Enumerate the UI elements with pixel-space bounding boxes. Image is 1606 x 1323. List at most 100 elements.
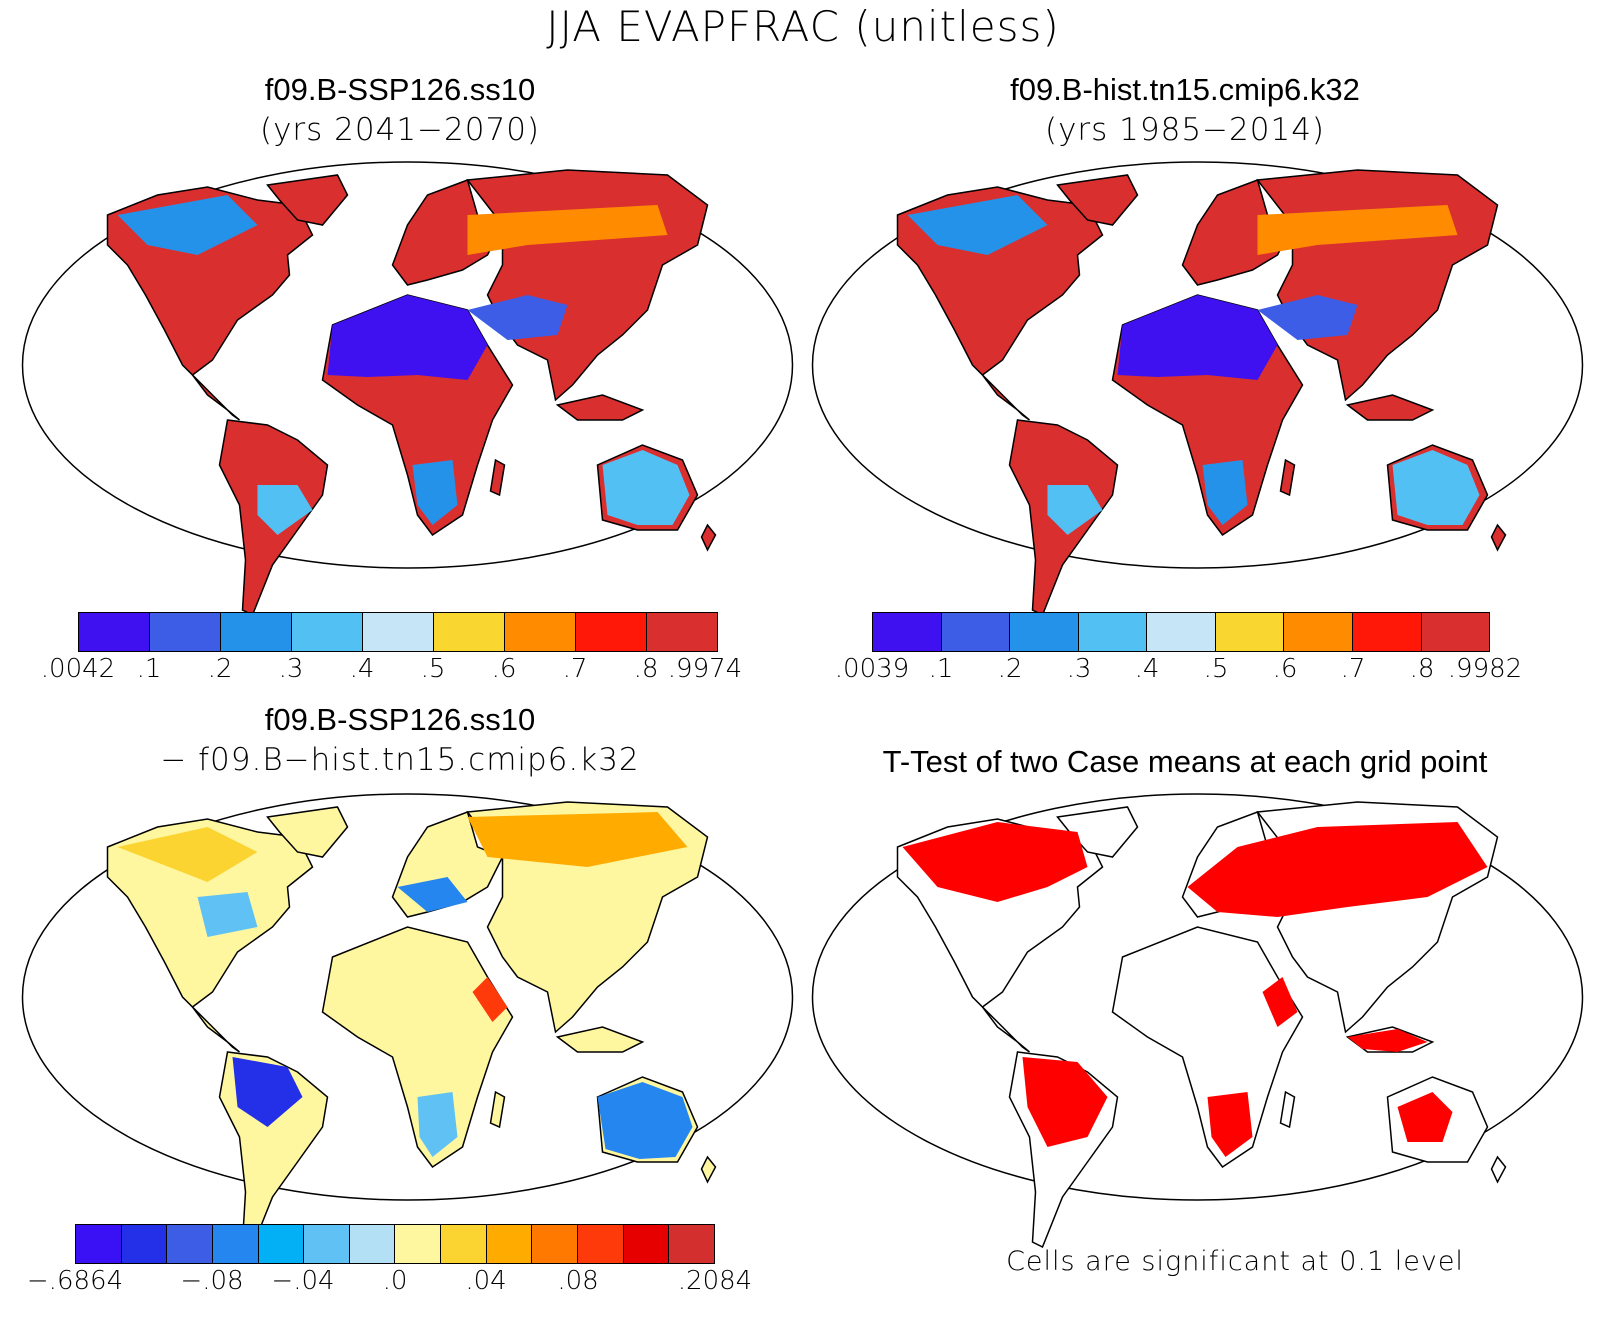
sig-east-africa xyxy=(1262,977,1298,1027)
australia-region xyxy=(1392,450,1480,525)
middle-east-low-region xyxy=(467,295,568,340)
colorbar-tick: .7 xyxy=(1340,654,1366,684)
colorbar-tick: −.04 xyxy=(271,1266,335,1296)
colorbar-cell xyxy=(121,1225,168,1263)
colorbar-cell xyxy=(532,1225,579,1263)
colorbar-tick: .9982 xyxy=(1447,654,1523,684)
colorbar-cell xyxy=(578,1225,624,1263)
colorbar-tick: .0039 xyxy=(834,654,910,684)
colorbar-cell xyxy=(76,1225,122,1263)
colorbar-tick: −.08 xyxy=(180,1266,244,1296)
colorbar-tick: .9974 xyxy=(667,654,743,684)
colorbar-cell xyxy=(1215,613,1285,651)
colorbar-tick: .4 xyxy=(1134,654,1160,684)
colorbar-tick: .0 xyxy=(382,1266,408,1296)
map-ttest xyxy=(811,793,1584,1248)
colorbar-cell xyxy=(150,613,221,651)
south-america-south-region xyxy=(257,485,313,535)
middle-east-low-region xyxy=(1257,295,1358,340)
colorbar-tick: .1 xyxy=(136,654,162,684)
colorbar-tick: .08 xyxy=(557,1266,599,1296)
colorbar-tick: .3 xyxy=(278,654,304,684)
colorbar-tick: .2 xyxy=(207,654,233,684)
colorbar-tick: .8 xyxy=(633,654,659,684)
sahara-low-region xyxy=(327,295,488,380)
colorbar-cell xyxy=(647,613,717,651)
colorbar-cell xyxy=(363,613,434,651)
siberia-increase-region xyxy=(467,812,688,867)
north-america-north-region xyxy=(907,195,1048,255)
colorbar-diff xyxy=(75,1224,715,1264)
map-ssp126 xyxy=(21,161,794,616)
australia-region xyxy=(602,450,690,525)
map-hist xyxy=(811,161,1584,616)
northern-eurasia-region xyxy=(467,205,668,255)
north-america-north-region xyxy=(117,195,258,255)
colorbar-tick: .2 xyxy=(997,654,1023,684)
colorbar-cell xyxy=(79,613,150,651)
colorbar-cell xyxy=(873,613,942,651)
colorbar-tick: .3 xyxy=(1066,654,1092,684)
map-diff xyxy=(21,793,794,1248)
colorbar-cell xyxy=(486,1225,533,1263)
north-america-decrease-region xyxy=(197,892,258,937)
colorbar-cell xyxy=(167,1225,213,1263)
colorbar-tick: .04 xyxy=(465,1266,507,1296)
europe-decrease-region xyxy=(397,877,468,912)
significance-note: Cells are significant at 0.1 level xyxy=(1006,1246,1464,1277)
colorbar-tick: .1 xyxy=(928,654,954,684)
colorbar-cell xyxy=(1078,613,1148,651)
sahara-low-region xyxy=(1117,295,1278,380)
colorbar-cell xyxy=(395,1225,442,1263)
colorbar-tick: −.6864 xyxy=(26,1266,124,1296)
colorbar-cell xyxy=(441,1225,487,1263)
colorbar-ssp126 xyxy=(78,612,718,652)
figure-title: JJA EVAPFRAC (unitless) xyxy=(546,2,1060,51)
colorbar-cell xyxy=(1147,613,1216,651)
amazon-decrease-region xyxy=(232,1057,303,1127)
sig-eurasia xyxy=(1187,822,1488,917)
colorbar-cell xyxy=(623,1225,670,1263)
southern-africa-region xyxy=(417,1092,458,1157)
panel-subtitle-diff: − f09.B−hist.tn15.cmip6.k32 xyxy=(160,742,640,778)
colorbar-cell xyxy=(304,1225,350,1263)
colorbar-cell xyxy=(212,1225,259,1263)
colorbar-cell xyxy=(1352,613,1422,651)
panel-title-hist: f09.B-hist.tn15.cmip6.k32 xyxy=(1010,72,1360,107)
colorbar-tick: .5 xyxy=(420,654,446,684)
colorbar-cell xyxy=(434,613,505,651)
colorbar-tick: .8 xyxy=(1409,654,1435,684)
sig-south-america xyxy=(1022,1057,1108,1147)
panel-title-ttest: T-Test of two Case means at each grid po… xyxy=(882,744,1488,779)
colorbar-tick: .2084 xyxy=(677,1266,753,1296)
colorbar-tick: .5 xyxy=(1203,654,1229,684)
southern-africa-region xyxy=(412,460,458,525)
colorbar-cell xyxy=(292,613,363,651)
sig-australia xyxy=(1397,1092,1453,1142)
colorbar-cell xyxy=(941,613,1011,651)
northern-eurasia-region xyxy=(1257,205,1458,255)
colorbar-cell xyxy=(258,1225,305,1263)
panel-subtitle-hist: (yrs 1985−2014) xyxy=(1044,112,1326,148)
colorbar-cell xyxy=(349,1225,396,1263)
southern-africa-region xyxy=(1202,460,1248,525)
panel-title-ssp126: f09.B-SSP126.ss10 xyxy=(264,72,536,107)
horn-of-africa-increase-region xyxy=(472,977,508,1022)
north-america-increase-region xyxy=(117,827,258,882)
sig-maritime-continent xyxy=(1347,1029,1428,1052)
colorbar-cell xyxy=(1421,613,1490,651)
colorbar-cell xyxy=(576,613,647,651)
colorbar-tick: .4 xyxy=(349,654,375,684)
panel-subtitle-ssp126: (yrs 2041−2070) xyxy=(259,112,541,148)
colorbar-cell xyxy=(1284,613,1353,651)
australia-region xyxy=(597,1082,693,1159)
colorbar-hist xyxy=(872,612,1490,652)
sig-north-america xyxy=(902,822,1088,902)
colorbar-cell xyxy=(1010,613,1079,651)
colorbar-tick: .6 xyxy=(491,654,517,684)
panel-title-diff: f09.B-SSP126.ss10 xyxy=(264,702,536,737)
south-america-south-region xyxy=(1047,485,1103,535)
colorbar-cell xyxy=(669,1225,714,1263)
sig-southern-africa xyxy=(1207,1092,1253,1157)
colorbar-tick: .6 xyxy=(1272,654,1298,684)
